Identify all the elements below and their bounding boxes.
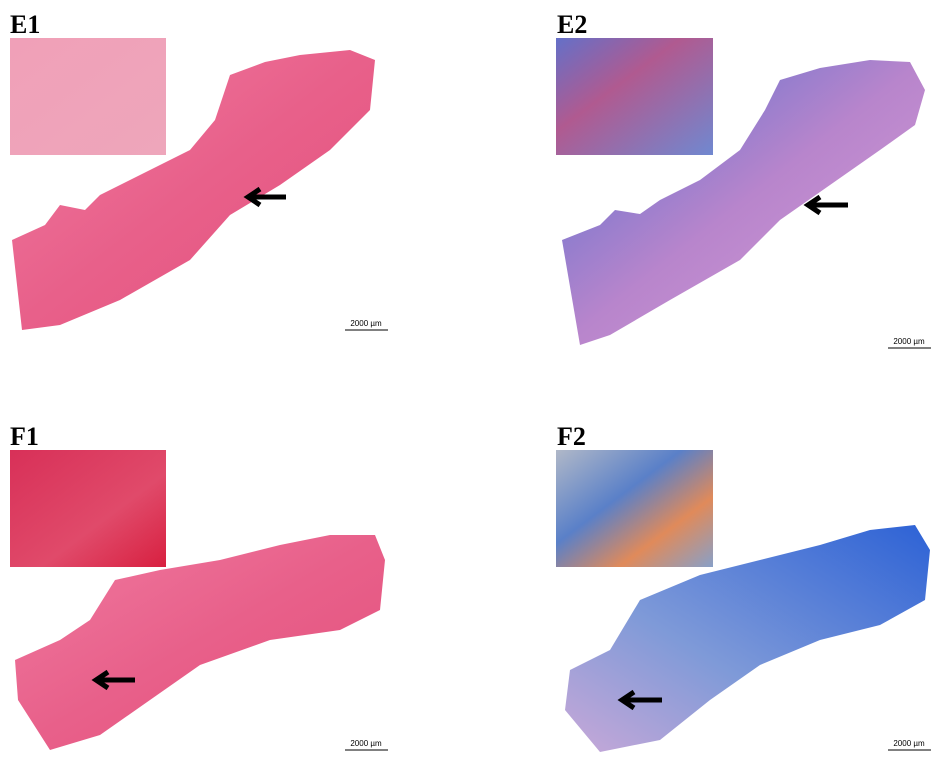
panel-e1: E1 2000 µm: [10, 10, 388, 330]
scale-label: 2000 µm: [893, 739, 925, 748]
inset: [10, 38, 166, 155]
panel-label: F1: [10, 422, 39, 451]
panel-e2: E2 2000 µm: [556, 10, 931, 348]
scale-label: 2000 µm: [893, 337, 925, 346]
panel-f1: F1 2000 µm: [10, 422, 388, 750]
inset: [556, 38, 713, 155]
arrow: [808, 197, 848, 213]
panel-label: E1: [10, 10, 40, 39]
scale-label: 2000 µm: [350, 739, 382, 748]
scale-label: 2000 µm: [350, 319, 382, 328]
figure: E1 2000 µm E2 2000 µm F1 2000 µm F2 2000…: [0, 0, 933, 758]
panel-label: F2: [557, 422, 586, 451]
inset: [556, 450, 713, 567]
tissue: [15, 535, 385, 750]
panel-f2: F2 2000 µm: [556, 422, 931, 752]
inset: [10, 450, 166, 567]
panel-label: E2: [557, 10, 587, 39]
